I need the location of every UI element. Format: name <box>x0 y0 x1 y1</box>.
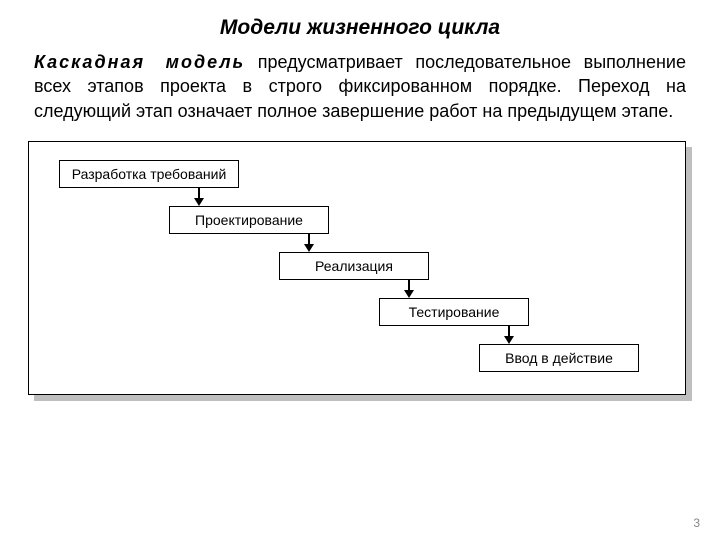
arrow-down-icon <box>504 326 514 344</box>
stage-box: Ввод в действие <box>479 344 639 372</box>
waterfall-diagram: Разработка требований Проектирование Реали… <box>28 141 686 395</box>
arrow-down-icon <box>194 188 204 206</box>
arrow-down-icon <box>404 280 414 298</box>
stage-box: Разработка требований <box>59 160 239 188</box>
description-paragraph: Каскадная модель предусматри­вает послед… <box>0 50 720 123</box>
stage-box: Проектирование <box>169 206 329 234</box>
stage-box: Тестирование <box>379 298 529 326</box>
lead-term: Каскадная модель <box>34 52 245 72</box>
stage-box: Реализация <box>279 252 429 280</box>
page-title: Модели жизненного цикла <box>0 0 720 50</box>
page-number: 3 <box>693 516 700 530</box>
arrow-down-icon <box>304 234 314 252</box>
diagram-container: Разработка требований Проектирование Реали… <box>28 141 692 401</box>
